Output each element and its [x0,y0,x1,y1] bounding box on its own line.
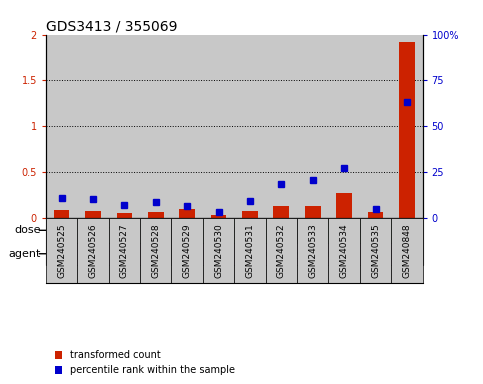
Text: GSM240530: GSM240530 [214,223,223,278]
Bar [305,206,321,218]
Text: GSM240529: GSM240529 [183,223,192,278]
Bar [179,209,195,218]
Text: GSM240531: GSM240531 [245,223,255,278]
Bar [328,35,360,218]
Text: GSM240527: GSM240527 [120,223,129,278]
Text: GSM240532: GSM240532 [277,223,286,278]
Bar [46,35,77,218]
Text: 0 um/L: 0 um/L [89,225,128,235]
Bar [273,206,289,218]
Bar [297,218,423,243]
Text: GSM240534: GSM240534 [340,223,349,278]
Bar [234,35,266,218]
Text: 10 um/L: 10 um/L [212,225,257,235]
Text: control: control [89,249,128,259]
Text: GSM240533: GSM240533 [308,223,317,278]
Bar [77,35,109,218]
Bar [368,212,384,218]
Bar [297,35,328,218]
Bar [46,218,171,243]
Bar [109,35,140,218]
Bar [116,214,132,218]
Text: GSM240535: GSM240535 [371,223,380,278]
Bar [399,42,415,218]
Bar [140,35,171,218]
Text: dose: dose [14,225,41,235]
Bar [360,35,391,218]
Text: agent: agent [9,249,41,259]
Bar [148,212,164,218]
Bar [391,35,423,218]
Bar [171,35,203,218]
Text: 100 um/L: 100 um/L [334,225,386,235]
Bar [171,218,297,243]
Legend: transformed count, percentile rank within the sample: transformed count, percentile rank withi… [51,346,239,379]
Bar [171,243,423,265]
Bar [85,211,101,218]
Text: GSM240526: GSM240526 [88,223,98,278]
Text: homocysteine: homocysteine [258,249,336,259]
Text: GSM240848: GSM240848 [402,223,412,278]
Text: GSM240525: GSM240525 [57,223,66,278]
Bar [336,193,352,218]
Text: GSM240528: GSM240528 [151,223,160,278]
Bar [54,210,70,218]
Bar [203,35,234,218]
Text: GDS3413 / 355069: GDS3413 / 355069 [46,20,177,33]
Bar [266,35,297,218]
Bar [46,243,171,265]
Bar [242,211,258,218]
Bar [211,215,227,218]
